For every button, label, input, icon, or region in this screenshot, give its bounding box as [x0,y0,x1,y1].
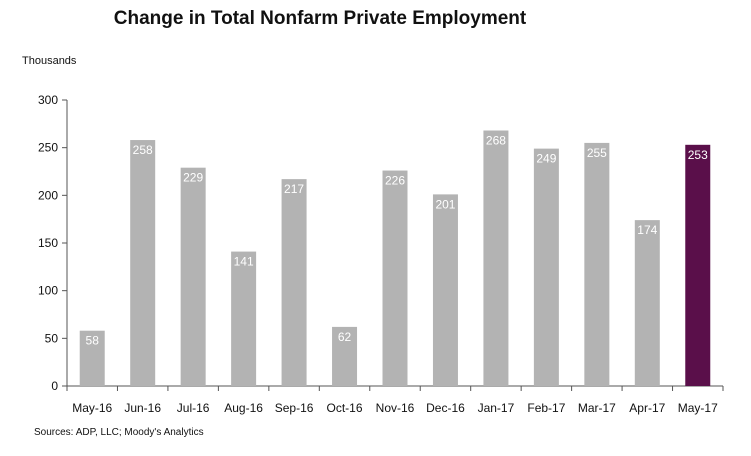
source-note: Sources: ADP, LLC; Moody's Analytics [34,427,204,438]
x-tick-label: Jan-17 [478,401,515,415]
y-axis-unit-label: Thousands [22,55,77,67]
data-label: 253 [688,148,708,162]
x-tick-label: May-16 [72,401,112,415]
bar [432,194,458,386]
x-tick-label: Nov-16 [376,401,415,415]
x-tick-label: Jul-16 [177,401,210,415]
data-label: 226 [385,174,405,188]
x-tick-label: Mar-17 [578,401,616,415]
bar [483,130,509,386]
data-label: 258 [133,143,153,157]
bar [79,330,105,386]
chart-title: Change in Total Nonfarm Private Employme… [113,8,527,29]
x-tick-label: Feb-17 [527,401,565,415]
x-tick-label: Dec-16 [426,401,465,415]
x-tick-label: Oct-16 [327,401,363,415]
bar [281,179,307,386]
data-label: 249 [536,152,556,166]
bar [584,142,610,386]
bar [634,220,660,386]
bar [130,140,156,386]
data-label: 141 [234,255,254,269]
bar [533,148,559,386]
data-label: 229 [183,171,203,185]
x-tick-label: May-17 [678,401,718,415]
y-tick-label: 250 [38,141,58,155]
x-tick-label: Jun-16 [124,401,161,415]
bar [332,326,358,386]
y-tick-label: 150 [38,236,58,250]
bar [231,251,257,386]
bar [382,170,408,386]
bar [180,167,206,386]
data-label: 62 [338,330,352,344]
y-tick-label: 100 [38,284,58,298]
x-tick-label: Aug-16 [224,401,263,415]
data-label: 268 [486,134,506,148]
y-tick-label: 0 [51,379,58,393]
data-label: 255 [587,146,607,160]
data-label: 174 [637,223,657,237]
bar [685,144,711,386]
y-tick-label: 200 [38,188,58,202]
y-tick-label: 50 [45,331,59,345]
y-tick-label: 300 [38,93,58,107]
data-label: 217 [284,182,304,196]
data-label: 201 [435,197,455,211]
x-tick-label: Sep-16 [275,401,314,415]
x-tick-label: Apr-17 [629,401,665,415]
data-label: 58 [86,334,100,348]
